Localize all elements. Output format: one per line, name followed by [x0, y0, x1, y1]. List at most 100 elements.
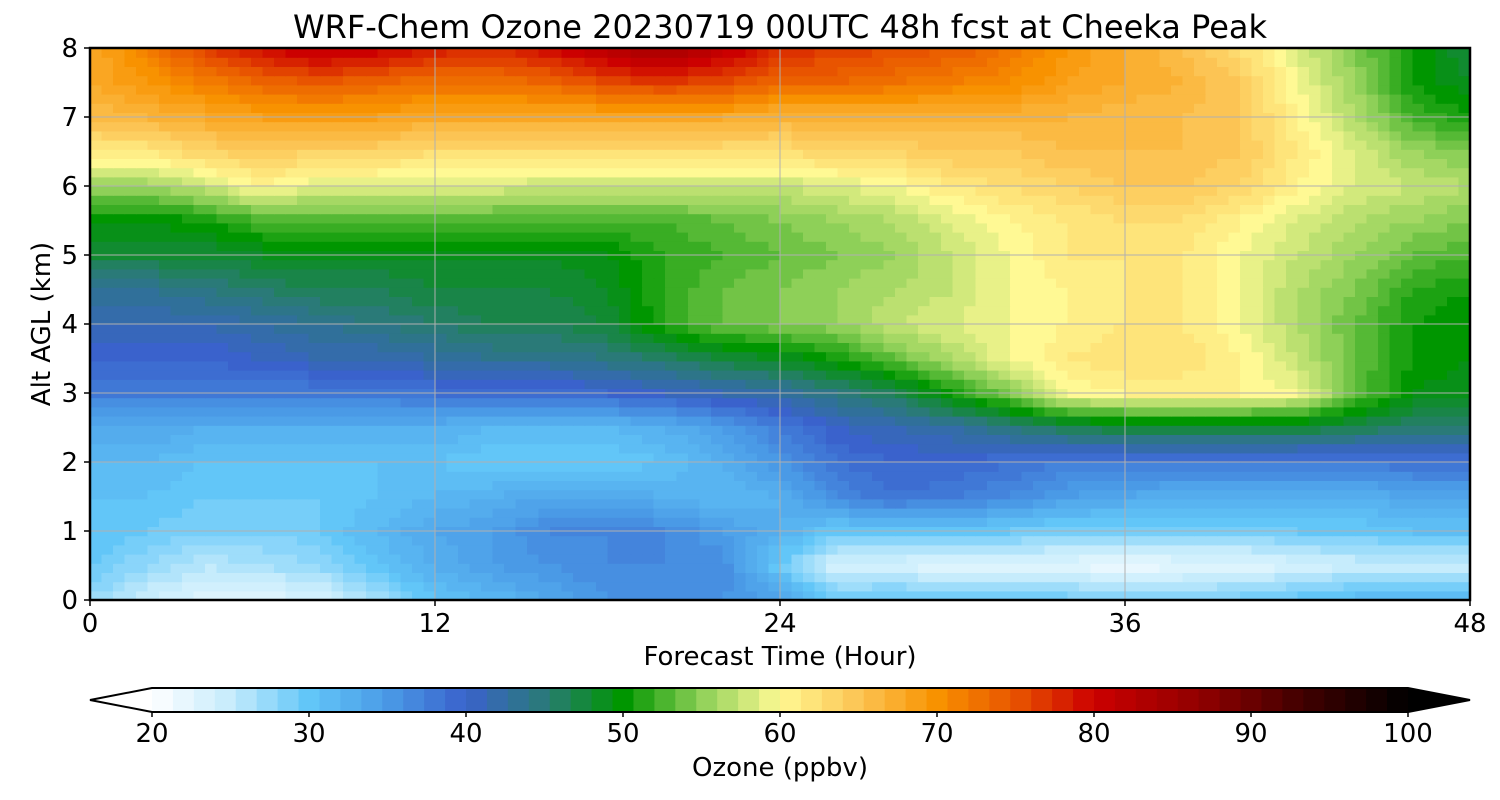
heatmap-cell: [285, 360, 298, 371]
heatmap-cell: [1205, 452, 1218, 463]
heatmap-cell: [768, 517, 781, 527]
heatmap-cell: [170, 278, 183, 288]
heatmap-cell: [389, 241, 402, 251]
heatmap-cell: [1079, 232, 1092, 242]
heatmap-cell: [642, 535, 655, 546]
heatmap-cell: [964, 406, 977, 417]
heatmap-cell: [147, 471, 160, 481]
heatmap-cell: [665, 351, 678, 362]
heatmap-cell: [1090, 222, 1103, 233]
heatmap-cell: [998, 278, 1011, 288]
heatmap-cell: [630, 259, 643, 270]
heatmap-cell: [1458, 535, 1470, 546]
heatmap-cell: [90, 379, 103, 389]
heatmap-cell: [1171, 314, 1184, 325]
heatmap-cell: [193, 241, 206, 251]
heatmap-cell: [1102, 471, 1115, 481]
heatmap-cell: [1194, 222, 1207, 233]
heatmap-cell: [320, 324, 333, 334]
heatmap-cell: [297, 535, 310, 546]
heatmap-cell: [1309, 333, 1322, 343]
heatmap-cell: [550, 480, 563, 491]
heatmap-cell: [1458, 333, 1470, 343]
heatmap-cell: [918, 222, 931, 233]
heatmap-cell: [1274, 278, 1287, 288]
heatmap-cell: [906, 333, 919, 343]
heatmap-cell: [159, 508, 172, 518]
heatmap-cell: [147, 296, 160, 307]
heatmap-cell: [274, 590, 287, 600]
heatmap-cell: [780, 544, 793, 555]
heatmap-cell: [1332, 259, 1345, 270]
heatmap-cell: [320, 370, 333, 380]
heatmap-cell: [1332, 572, 1345, 583]
heatmap-cell: [239, 324, 252, 334]
heatmap-cell: [929, 489, 942, 500]
heatmap-cell: [1401, 471, 1414, 481]
heatmap-cell: [527, 370, 540, 380]
heatmap-cell: [837, 241, 850, 251]
heatmap-cell: [1217, 480, 1230, 491]
heatmap-cell: [481, 425, 494, 435]
heatmap-cell: [435, 342, 448, 353]
heatmap-cell: [1424, 425, 1437, 435]
heatmap-cell: [159, 278, 172, 288]
heatmap-cell: [814, 544, 827, 555]
heatmap-cell: [354, 462, 367, 472]
heatmap-cell: [1182, 305, 1195, 316]
heatmap-cell: [768, 416, 781, 426]
heatmap-cell: [113, 370, 126, 380]
heatmap-cell: [400, 241, 413, 251]
heatmap-cell: [308, 268, 321, 279]
heatmap-cell: [550, 508, 563, 518]
heatmap-cell: [607, 452, 620, 463]
heatmap-cell: [688, 333, 701, 343]
heatmap-cell: [1320, 296, 1333, 307]
heatmap-cell: [515, 590, 528, 600]
heatmap-cell: [239, 360, 252, 371]
heatmap-cell: [136, 471, 149, 481]
heatmap-cell: [492, 213, 505, 224]
heatmap-cell: [1355, 581, 1368, 592]
heatmap-cell: [860, 259, 873, 270]
heatmap-cell: [561, 370, 574, 380]
heatmap-cell: [1435, 314, 1448, 325]
heatmap-cell: [550, 268, 563, 279]
heatmap-cell: [676, 296, 689, 307]
heatmap-cell: [952, 333, 965, 343]
heatmap-cell: [136, 590, 149, 600]
heatmap-cell: [1067, 554, 1080, 564]
heatmap-cell: [1389, 324, 1402, 334]
heatmap-cell: [1044, 278, 1057, 288]
heatmap-cell: [308, 370, 321, 380]
heatmap-cell: [147, 590, 160, 600]
heatmap-cell: [1159, 370, 1172, 380]
heatmap-cell: [331, 397, 344, 408]
heatmap-cell: [619, 222, 632, 233]
heatmap-cell: [1309, 443, 1322, 454]
heatmap-cell: [538, 370, 551, 380]
heatmap-cell: [906, 471, 919, 481]
heatmap-cell: [446, 278, 459, 288]
heatmap-cell: [515, 333, 528, 343]
heatmap-cell: [929, 342, 942, 353]
heatmap-cell: [1010, 379, 1023, 389]
heatmap-cell: [1136, 498, 1149, 509]
heatmap-cell: [1286, 462, 1299, 472]
heatmap-cell: [216, 462, 229, 472]
heatmap-cell: [1102, 480, 1115, 491]
heatmap-cell: [711, 581, 724, 592]
heatmap-cell: [435, 259, 448, 270]
heatmap-cell: [1044, 324, 1057, 334]
heatmap-cell: [1056, 581, 1069, 592]
heatmap-cell: [619, 351, 632, 362]
heatmap-cell: [1343, 278, 1356, 288]
heatmap-cell: [170, 590, 183, 600]
heatmap-cell: [1171, 397, 1184, 408]
heatmap-cell: [1079, 370, 1092, 380]
heatmap-cell: [458, 581, 471, 592]
heatmap-cell: [676, 259, 689, 270]
heatmap-cell: [274, 278, 287, 288]
heatmap-cell: [1033, 480, 1046, 491]
heatmap-cell: [573, 232, 586, 242]
